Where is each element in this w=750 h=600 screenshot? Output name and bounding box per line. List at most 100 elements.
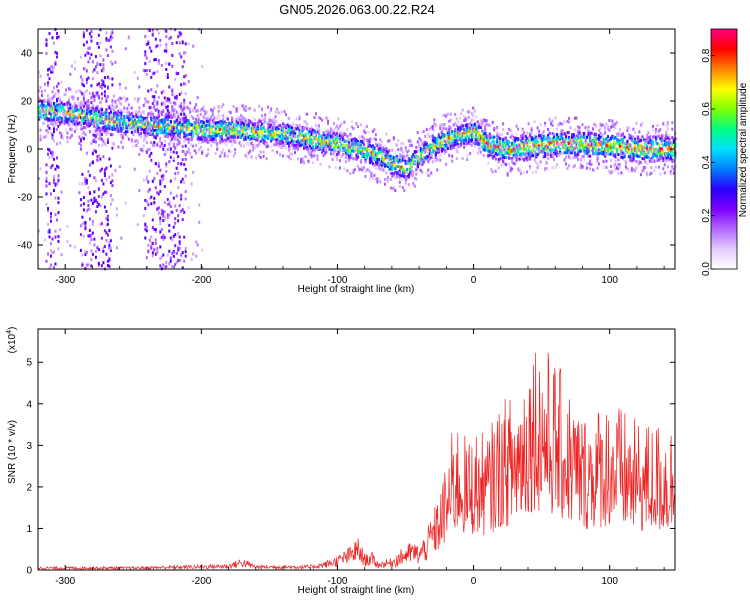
spectrogram-cell bbox=[97, 128, 100, 132]
spectrogram-cell bbox=[524, 148, 527, 152]
spectrogram-cell bbox=[201, 134, 204, 138]
spectrogram-cell bbox=[90, 111, 93, 115]
spectrogram-cell bbox=[59, 131, 61, 135]
spectrogram-cell bbox=[449, 144, 452, 148]
spectrogram-cell bbox=[533, 134, 536, 138]
spectrogram-cell bbox=[580, 143, 583, 147]
spectrogram-cell bbox=[171, 135, 174, 139]
spectrogram-cell bbox=[457, 127, 460, 131]
spectrogram-cell bbox=[109, 110, 113, 114]
spectrogram-cell bbox=[168, 127, 171, 131]
spectrogram-cell bbox=[228, 149, 231, 153]
spectrogram-cell bbox=[527, 149, 530, 153]
spectrogram-cell bbox=[169, 36, 172, 40]
spectrogram-cell bbox=[265, 145, 268, 149]
spectrogram-cell bbox=[172, 250, 175, 254]
spectrogram-cell bbox=[150, 131, 153, 135]
spectrogram-cell bbox=[216, 116, 219, 120]
spectrogram-cell bbox=[117, 120, 120, 124]
spectrogram-cell bbox=[508, 127, 511, 131]
spectrogram-cell bbox=[112, 108, 116, 112]
spectrogram-cell bbox=[461, 127, 464, 131]
spectrogram-cell bbox=[436, 137, 439, 141]
spectrogram-cell bbox=[346, 150, 349, 154]
spectrogram-cell bbox=[145, 256, 148, 260]
spectrogram-cell bbox=[547, 143, 550, 147]
spectrogram-cell bbox=[47, 124, 49, 128]
spectrogram-cell bbox=[276, 126, 279, 129]
spectrogram-cell bbox=[166, 122, 169, 126]
spectrogram-cell bbox=[556, 127, 558, 131]
spectrogram-cell bbox=[333, 132, 336, 135]
spectrogram-cell bbox=[532, 148, 535, 152]
spectrogram-cell bbox=[545, 144, 548, 148]
spectrogram-cell bbox=[156, 207, 159, 211]
spectrogram-cell bbox=[53, 139, 55, 143]
spectrogram-cell bbox=[566, 147, 569, 151]
spectrogram-cell bbox=[542, 137, 545, 141]
spectrogram-cell bbox=[117, 118, 120, 122]
spectrogram-cell bbox=[120, 109, 123, 113]
spectrogram-cell bbox=[138, 133, 141, 137]
spectrogram-cell bbox=[373, 173, 376, 177]
spectrogram-cell bbox=[162, 177, 165, 181]
spectrogram-cell bbox=[294, 151, 296, 155]
spectrogram-cell bbox=[154, 186, 157, 190]
spectrogram-cell bbox=[415, 168, 418, 172]
spectrogram-cell bbox=[114, 122, 117, 126]
spectrogram-cell bbox=[103, 205, 106, 209]
spectrogram-cell bbox=[286, 123, 289, 127]
spectrogram-cell bbox=[416, 140, 419, 144]
spectrogram-cell bbox=[94, 255, 97, 259]
spectrogram-cell bbox=[413, 184, 416, 188]
spectrogram-cell bbox=[48, 230, 51, 234]
spectrogram-cell bbox=[434, 141, 437, 145]
spectrogram-cell bbox=[484, 128, 487, 132]
spectrogram-cell bbox=[529, 132, 532, 136]
spectrogram-cell bbox=[195, 109, 198, 113]
spectrogram-cell bbox=[392, 172, 395, 176]
spectrogram-cell bbox=[368, 148, 372, 152]
spectrogram-cell bbox=[67, 96, 70, 100]
spectrogram-cell bbox=[228, 125, 231, 129]
spectrogram-cell bbox=[111, 173, 114, 177]
spectrogram-cell bbox=[566, 149, 569, 152]
spectrogram-cell bbox=[73, 129, 76, 133]
spectrogram-cell bbox=[216, 144, 219, 148]
spectrogram-cell bbox=[494, 141, 497, 145]
spectrogram-cell bbox=[44, 109, 47, 113]
spectrogram-cell bbox=[362, 129, 365, 133]
spectrogram-cell bbox=[90, 233, 93, 237]
spectrogram-cell bbox=[142, 144, 145, 148]
spectrogram-cell bbox=[39, 74, 42, 78]
spectrogram-cell bbox=[84, 133, 87, 137]
spectrogram-cell bbox=[361, 147, 364, 151]
spectrogram-cell bbox=[466, 110, 469, 114]
spectrogram-cell bbox=[156, 84, 159, 88]
spectrogram-cell bbox=[156, 44, 159, 48]
spectrogram-cell bbox=[377, 163, 380, 167]
spectrogram-cell bbox=[584, 149, 587, 153]
spectrogram-cell bbox=[279, 134, 282, 138]
spectrogram-cell bbox=[539, 122, 542, 126]
spectrogram-cell bbox=[102, 80, 105, 84]
spectrogram-cell bbox=[536, 144, 539, 148]
spectrogram-cell bbox=[388, 158, 391, 162]
spectrogram-cell bbox=[422, 156, 425, 160]
spectrogram-cell bbox=[288, 125, 291, 129]
spectrogram-cell bbox=[111, 198, 114, 202]
spectrogram-cell bbox=[404, 181, 407, 185]
spectrogram-cell bbox=[449, 147, 452, 151]
spectrogram-cell bbox=[325, 136, 328, 140]
spectrogram-cell bbox=[44, 135, 46, 139]
spectrogram-cell bbox=[82, 137, 85, 141]
spectrogram-cell bbox=[100, 144, 103, 148]
spectrogram-cell bbox=[334, 140, 337, 144]
spectrogram-cell bbox=[53, 127, 55, 131]
spectrogram-cell bbox=[400, 177, 403, 181]
spectrogram-cell bbox=[572, 139, 575, 143]
spectrogram-cell bbox=[321, 139, 324, 143]
spectrogram-cell bbox=[154, 90, 157, 94]
spectrogram-cell bbox=[196, 132, 199, 135]
spectrogram-cell bbox=[415, 150, 418, 154]
